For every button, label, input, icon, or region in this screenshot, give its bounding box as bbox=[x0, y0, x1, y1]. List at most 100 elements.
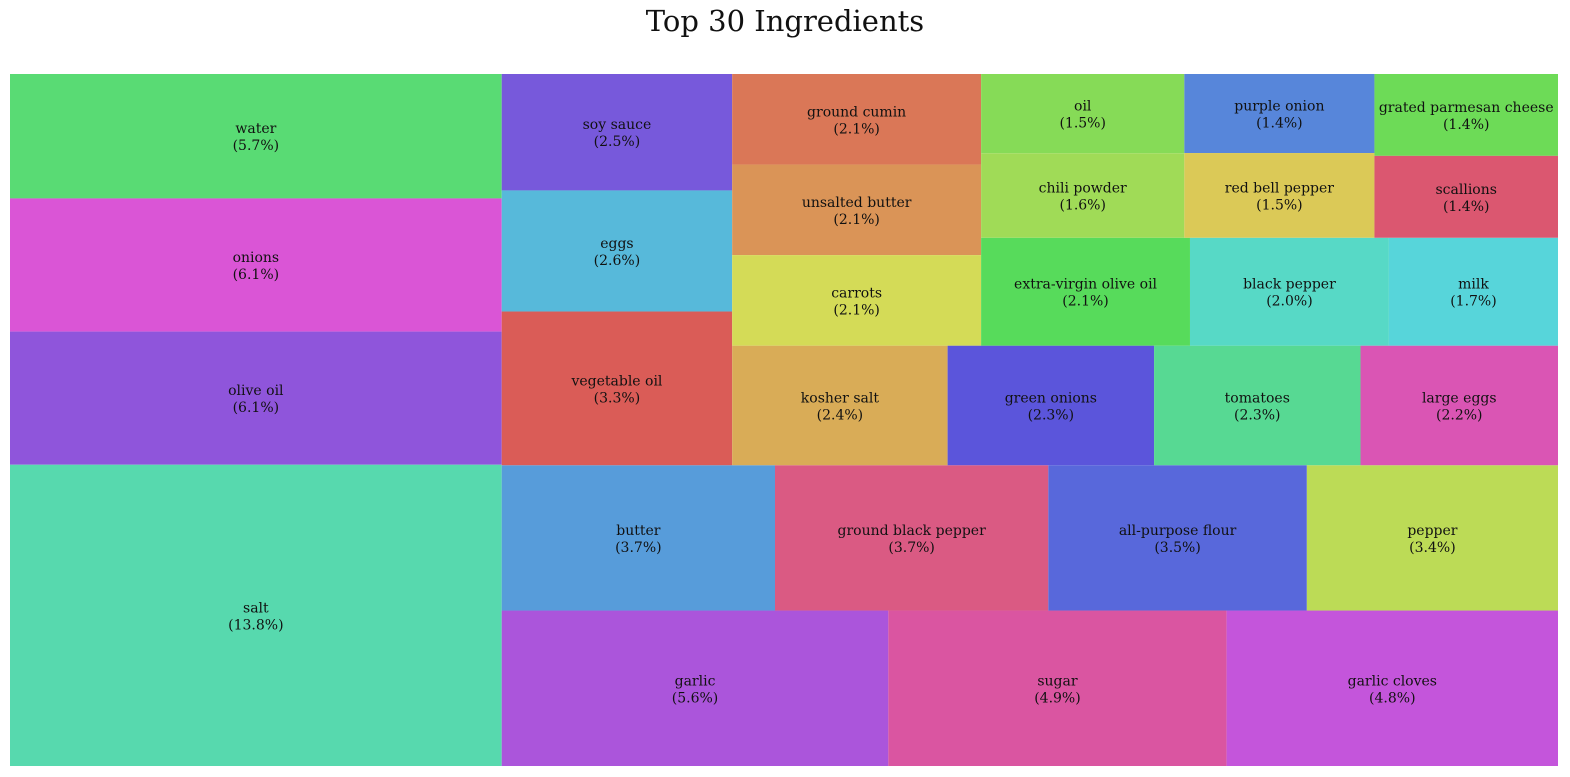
treemap-value-pepper: (3.4%) bbox=[1409, 540, 1456, 556]
treemap-value-vegetable-oil: (3.3%) bbox=[594, 390, 641, 406]
treemap-tile-tomatoes: tomatoes(2.3%) bbox=[1154, 345, 1361, 466]
treemap-rect-kosher-salt bbox=[732, 345, 948, 466]
treemap-tile-green-onions: green onions(2.3%) bbox=[947, 345, 1155, 466]
treemap-rect-garlic bbox=[501, 610, 889, 766]
treemap-tile-unsalted-butter: unsalted butter(2.1%) bbox=[732, 164, 982, 256]
treemap-tile-large-eggs: large eggs(2.2%) bbox=[1360, 345, 1558, 466]
treemap-value-grated-parmesan-cheese: (1.4%) bbox=[1443, 117, 1490, 133]
treemap-rect-carrots bbox=[732, 255, 982, 346]
treemap-label-unsalted-butter: unsalted butter bbox=[802, 195, 912, 211]
treemap-tile-olive-oil: olive oil(6.1%) bbox=[10, 331, 502, 465]
treemap-rect-black-pepper bbox=[1189, 237, 1389, 346]
treemap-value-kosher-salt: (2.4%) bbox=[817, 407, 864, 423]
treemap-rect-red-bell-pepper bbox=[1184, 153, 1375, 238]
treemap-value-tomatoes: (2.3%) bbox=[1234, 407, 1281, 423]
treemap-tile-kosher-salt: kosher salt(2.4%) bbox=[732, 345, 948, 466]
treemap-value-olive-oil: (6.1%) bbox=[233, 400, 280, 416]
treemap-rect-garlic-cloves bbox=[1226, 610, 1558, 766]
treemap-tile-all-purpose-flour: all-purpose flour(3.5%) bbox=[1048, 465, 1307, 611]
treemap-label-carrots: carrots bbox=[831, 285, 882, 301]
treemap-label-all-purpose-flour: all-purpose flour bbox=[1119, 523, 1237, 539]
treemap-label-tomatoes: tomatoes bbox=[1225, 390, 1290, 406]
treemap-label-black-pepper: black pepper bbox=[1243, 277, 1336, 293]
treemap-value-unsalted-butter: (2.1%) bbox=[833, 212, 880, 228]
treemap-label-onions: onions bbox=[233, 250, 280, 266]
treemap-rect-pepper bbox=[1306, 465, 1558, 611]
treemap-value-red-bell-pepper: (1.5%) bbox=[1256, 197, 1303, 213]
treemap-tile-ground-cumin: ground cumin(2.1%) bbox=[732, 74, 982, 165]
treemap-label-oil: oil bbox=[1074, 99, 1092, 115]
treemap-rect-water bbox=[10, 74, 502, 199]
treemap-label-salt: salt bbox=[243, 600, 269, 616]
treemap-value-ground-black-pepper: (3.7%) bbox=[888, 540, 935, 556]
treemap-value-onions: (6.1%) bbox=[233, 267, 280, 283]
treemap-tile-garlic: garlic(5.6%) bbox=[501, 610, 889, 766]
treemap-rect-sugar bbox=[888, 610, 1227, 766]
treemap-label-soy-sauce: soy sauce bbox=[583, 117, 652, 133]
treemap-value-milk: (1.7%) bbox=[1450, 294, 1497, 310]
treemap-value-butter: (3.7%) bbox=[615, 540, 662, 556]
treemap-rect-scallions bbox=[1374, 155, 1558, 238]
treemap-rect-butter bbox=[501, 465, 776, 611]
treemap-rect-oil bbox=[981, 74, 1185, 154]
treemap-value-water: (5.7%) bbox=[233, 138, 280, 154]
treemap-value-large-eggs: (2.2%) bbox=[1436, 407, 1483, 423]
treemap-rect-large-eggs bbox=[1360, 345, 1558, 466]
treemap-rect-extra-virgin-olive-oil bbox=[981, 237, 1190, 346]
treemap-value-salt: (13.8%) bbox=[228, 617, 283, 633]
treemap-rect-tomatoes bbox=[1154, 345, 1361, 466]
treemap-label-pepper: pepper bbox=[1407, 523, 1457, 539]
treemap-tile-vegetable-oil: vegetable oil(3.3%) bbox=[501, 311, 733, 466]
treemap-tile-sugar: sugar(4.9%) bbox=[888, 610, 1227, 766]
treemap-rect-green-onions bbox=[947, 345, 1155, 466]
treemap-tile-grated-parmesan-cheese: grated parmesan cheese(1.4%) bbox=[1374, 74, 1558, 156]
treemap-tile-milk: milk(1.7%) bbox=[1388, 237, 1558, 346]
treemap-label-extra-virgin-olive-oil: extra-virgin olive oil bbox=[1014, 277, 1157, 293]
treemap-value-purple-onion: (1.4%) bbox=[1256, 116, 1303, 132]
treemap-tile-scallions: scallions(1.4%) bbox=[1374, 155, 1558, 238]
treemap-label-garlic: garlic bbox=[675, 673, 716, 689]
treemap-label-vegetable-oil: vegetable oil bbox=[570, 373, 662, 389]
treemap-tile-red-bell-pepper: red bell pepper(1.5%) bbox=[1184, 153, 1375, 238]
treemap-tile-pepper: pepper(3.4%) bbox=[1306, 465, 1558, 611]
treemap-label-chili-powder: chili powder bbox=[1039, 180, 1127, 196]
treemap-tile-carrots: carrots(2.1%) bbox=[732, 255, 982, 346]
treemap-label-water: water bbox=[235, 121, 276, 137]
chart-title: Top 30 Ingredients bbox=[645, 4, 925, 38]
treemap-rect-purple-onion bbox=[1184, 74, 1375, 154]
treemap-value-carrots: (2.1%) bbox=[833, 302, 880, 318]
treemap-label-large-eggs: large eggs bbox=[1422, 390, 1497, 406]
treemap-label-grated-parmesan-cheese: grated parmesan cheese bbox=[1379, 100, 1554, 116]
treemap-tile-black-pepper: black pepper(2.0%) bbox=[1189, 237, 1389, 346]
treemap-label-eggs: eggs bbox=[600, 236, 633, 252]
treemap-label-scallions: scallions bbox=[1436, 182, 1497, 198]
treemap-label-olive-oil: olive oil bbox=[228, 383, 284, 399]
treemap-value-garlic-cloves: (4.8%) bbox=[1369, 690, 1416, 706]
treemap-rect-milk bbox=[1388, 237, 1558, 346]
treemap-value-sugar: (4.9%) bbox=[1034, 690, 1081, 706]
treemap-tile-butter: butter(3.7%) bbox=[501, 465, 776, 611]
treemap-tile-oil: oil(1.5%) bbox=[981, 74, 1185, 154]
treemap-value-scallions: (1.4%) bbox=[1443, 199, 1490, 215]
treemap-label-kosher-salt: kosher salt bbox=[801, 390, 880, 406]
treemap-tile-salt: salt(13.8%) bbox=[10, 464, 502, 766]
treemap-tile-garlic-cloves: garlic cloves(4.8%) bbox=[1226, 610, 1558, 766]
treemap-label-ground-black-pepper: ground black pepper bbox=[838, 523, 987, 539]
treemap-rect-all-purpose-flour bbox=[1048, 465, 1307, 611]
treemap-value-soy-sauce: (2.5%) bbox=[594, 134, 641, 150]
treemap-value-oil: (1.5%) bbox=[1059, 116, 1106, 132]
treemap-tile-soy-sauce: soy sauce(2.5%) bbox=[501, 74, 733, 191]
treemap-tile-ground-black-pepper: ground black pepper(3.7%) bbox=[775, 465, 1049, 611]
treemap-rect-chili-powder bbox=[981, 153, 1185, 238]
treemap-value-eggs: (2.6%) bbox=[594, 253, 641, 269]
treemap-rect-unsalted-butter bbox=[732, 164, 982, 256]
treemap-value-ground-cumin: (2.1%) bbox=[833, 121, 880, 137]
treemap-value-extra-virgin-olive-oil: (2.1%) bbox=[1062, 294, 1109, 310]
treemap-value-green-onions: (2.3%) bbox=[1028, 407, 1075, 423]
treemap-rect-onions bbox=[10, 198, 502, 332]
treemap-tile-onions: onions(6.1%) bbox=[10, 198, 502, 332]
treemap-label-sugar: sugar bbox=[1037, 673, 1078, 689]
treemap-label-purple-onion: purple onion bbox=[1234, 99, 1324, 115]
treemap-rect-eggs bbox=[501, 190, 733, 312]
